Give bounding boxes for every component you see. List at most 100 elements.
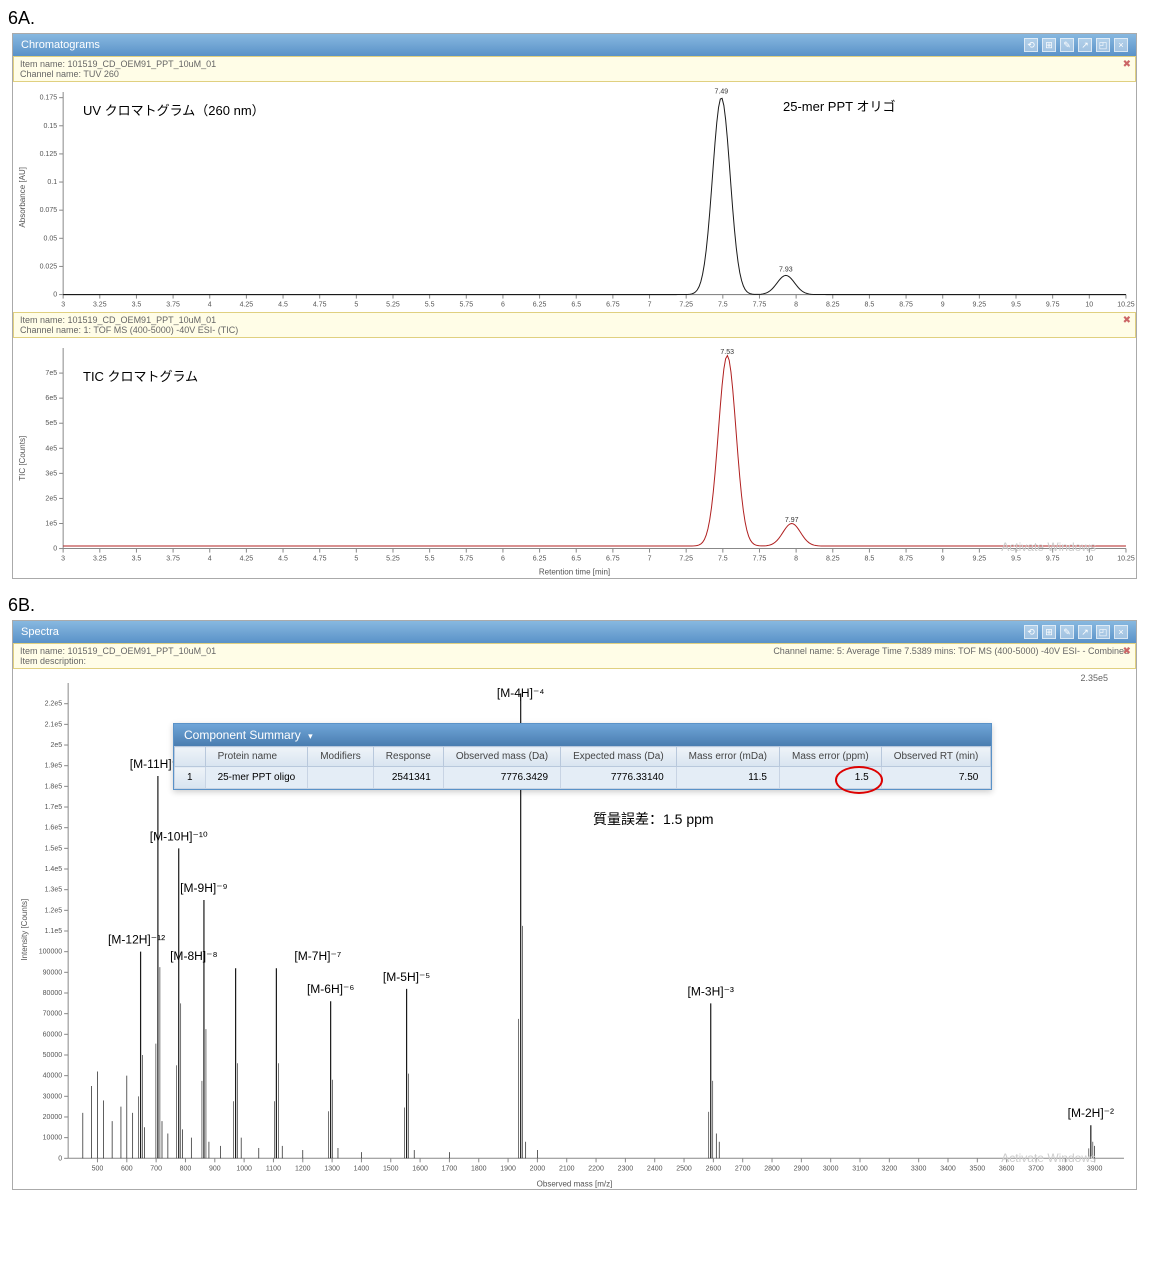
svg-text:3900: 3900 — [1087, 1165, 1103, 1172]
svg-text:2e5: 2e5 — [50, 742, 62, 749]
col-protein[interactable]: Protein name — [205, 747, 308, 767]
svg-text:1200: 1200 — [295, 1165, 311, 1172]
close-icon-b[interactable]: × — [1114, 625, 1128, 639]
svg-text:1400: 1400 — [354, 1165, 370, 1172]
svg-text:1.6e5: 1.6e5 — [45, 825, 63, 832]
tb-icon-b5[interactable]: ◰ — [1096, 625, 1110, 639]
cell-expmass: 7776.33140 — [561, 767, 677, 789]
svg-text:7.75: 7.75 — [753, 556, 767, 563]
svg-text:0.025: 0.025 — [40, 263, 58, 270]
tic-strip-close-icon[interactable]: ✖ — [1123, 315, 1131, 326]
svg-text:20000: 20000 — [43, 1114, 63, 1121]
ms-info-item: Item name: 101519_CD_OEM91_PPT_10uM_01 — [20, 646, 216, 656]
col-mda[interactable]: Mass error (mDa) — [676, 747, 779, 767]
svg-text:9.25: 9.25 — [973, 302, 987, 309]
col-modifiers[interactable]: Modifiers — [308, 747, 374, 767]
tic-info-item: Item name: 101519_CD_OEM91_PPT_10uM_01 — [20, 315, 1129, 325]
tic-info-strip: Item name: 101519_CD_OEM91_PPT_10uM_01 C… — [13, 312, 1136, 338]
idx-header — [175, 747, 206, 767]
svg-text:[M-2H]⁻²: [M-2H]⁻² — [1068, 1106, 1114, 1120]
svg-text:3500: 3500 — [970, 1165, 986, 1172]
svg-text:4: 4 — [208, 556, 212, 563]
svg-text:9.5: 9.5 — [1011, 302, 1021, 309]
svg-text:1.5e5: 1.5e5 — [45, 845, 63, 852]
svg-text:90000: 90000 — [43, 969, 63, 976]
svg-text:1.2e5: 1.2e5 — [45, 907, 63, 914]
svg-text:[M-5H]⁻⁵: [M-5H]⁻⁵ — [383, 970, 430, 984]
svg-text:1000: 1000 — [236, 1165, 252, 1172]
tb-icon-b3[interactable]: ✎ — [1060, 625, 1074, 639]
svg-text:500: 500 — [92, 1165, 104, 1172]
tb-icon-3[interactable]: ✎ — [1060, 38, 1074, 52]
svg-text:40000: 40000 — [43, 1073, 63, 1080]
svg-text:Intensity [Counts]: Intensity [Counts] — [20, 899, 29, 961]
svg-text:4.5: 4.5 — [278, 302, 288, 309]
tb-icon-b4[interactable]: ↗ — [1078, 625, 1092, 639]
tb-icon-5[interactable]: ◰ — [1096, 38, 1110, 52]
svg-text:0.175: 0.175 — [40, 95, 58, 102]
svg-text:7.5: 7.5 — [718, 302, 728, 309]
uv-info-strip: Item name: 101519_CD_OEM91_PPT_10uM_01 C… — [13, 56, 1136, 82]
svg-text:9.5: 9.5 — [1011, 556, 1021, 563]
svg-text:2500: 2500 — [676, 1165, 692, 1172]
svg-text:8: 8 — [794, 302, 798, 309]
svg-text:Observed mass [m/z]: Observed mass [m/z] — [537, 1179, 613, 1188]
figure-6b-label: 6B. — [8, 595, 1149, 616]
svg-text:2400: 2400 — [647, 1165, 663, 1172]
svg-text:1800: 1800 — [471, 1165, 487, 1172]
svg-text:100000: 100000 — [39, 949, 62, 956]
svg-text:8.25: 8.25 — [826, 556, 840, 563]
tb-icon-b1[interactable]: ⟲ — [1024, 625, 1038, 639]
svg-text:1e5: 1e5 — [45, 520, 57, 527]
svg-text:7: 7 — [648, 302, 652, 309]
svg-text:5.75: 5.75 — [459, 556, 473, 563]
svg-text:900: 900 — [209, 1165, 221, 1172]
svg-text:0.1: 0.1 — [47, 179, 57, 186]
svg-text:1.3e5: 1.3e5 — [45, 887, 63, 894]
svg-text:10000: 10000 — [43, 1135, 63, 1142]
svg-text:TIC [Counts]: TIC [Counts] — [18, 436, 27, 481]
svg-text:80000: 80000 — [43, 990, 63, 997]
tb-icon-2[interactable]: ⊞ — [1042, 38, 1056, 52]
svg-text:3.5: 3.5 — [132, 302, 142, 309]
tic-info-channel: Channel name: 1: TOF MS (400-5000) -40V … — [20, 325, 1129, 335]
svg-text:600: 600 — [121, 1165, 133, 1172]
col-ppm[interactable]: Mass error (ppm) — [780, 747, 882, 767]
component-summary: Component Summary ▾ Protein name Modifie… — [173, 723, 992, 790]
col-expmass[interactable]: Expected mass (Da) — [561, 747, 677, 767]
svg-text:9.75: 9.75 — [1046, 302, 1060, 309]
svg-text:3300: 3300 — [911, 1165, 927, 1172]
svg-text:10.25: 10.25 — [1117, 302, 1135, 309]
svg-text:0.15: 0.15 — [44, 123, 58, 130]
titlebar-icons-6b: ⟲ ⊞ ✎ ↗ ◰ × — [1024, 625, 1128, 639]
tb-icon-1[interactable]: ⟲ — [1024, 38, 1038, 52]
uv-strip-close-icon[interactable]: ✖ — [1123, 59, 1131, 70]
tb-icon-4[interactable]: ↗ — [1078, 38, 1092, 52]
svg-text:1.7e5: 1.7e5 — [45, 804, 63, 811]
panel-6b: Spectra ⟲ ⊞ ✎ ↗ ◰ × Item name: 101519_CD… — [12, 620, 1137, 1190]
cell-response: 2541341 — [373, 767, 443, 789]
svg-text:4.75: 4.75 — [313, 556, 327, 563]
svg-text:6: 6 — [501, 556, 505, 563]
ms-info-strip: Item name: 101519_CD_OEM91_PPT_10uM_01 I… — [13, 643, 1136, 669]
svg-text:[M-7H]⁻⁷: [M-7H]⁻⁷ — [294, 949, 341, 963]
uv-info-channel: Channel name: TUV 260 — [20, 69, 1129, 79]
col-response[interactable]: Response — [373, 747, 443, 767]
summary-header[interactable]: Component Summary ▾ — [174, 724, 991, 746]
ms-strip-close-icon[interactable]: ✖ — [1123, 646, 1131, 657]
svg-text:1.4e5: 1.4e5 — [45, 866, 63, 873]
svg-text:3e5: 3e5 — [45, 470, 57, 477]
tb-icon-b2[interactable]: ⊞ — [1042, 625, 1056, 639]
svg-text:4.75: 4.75 — [313, 302, 327, 309]
close-icon[interactable]: × — [1114, 38, 1128, 52]
svg-text:9: 9 — [941, 302, 945, 309]
svg-text:2.2e5: 2.2e5 — [45, 701, 63, 708]
col-rt[interactable]: Observed RT (min) — [881, 747, 991, 767]
svg-text:1900: 1900 — [500, 1165, 516, 1172]
svg-text:7.53: 7.53 — [720, 349, 734, 356]
svg-text:3400: 3400 — [940, 1165, 956, 1172]
svg-text:7.25: 7.25 — [679, 556, 693, 563]
col-obsmass[interactable]: Observed mass (Da) — [443, 747, 560, 767]
svg-text:1.8e5: 1.8e5 — [45, 783, 63, 790]
svg-text:8.5: 8.5 — [865, 302, 875, 309]
